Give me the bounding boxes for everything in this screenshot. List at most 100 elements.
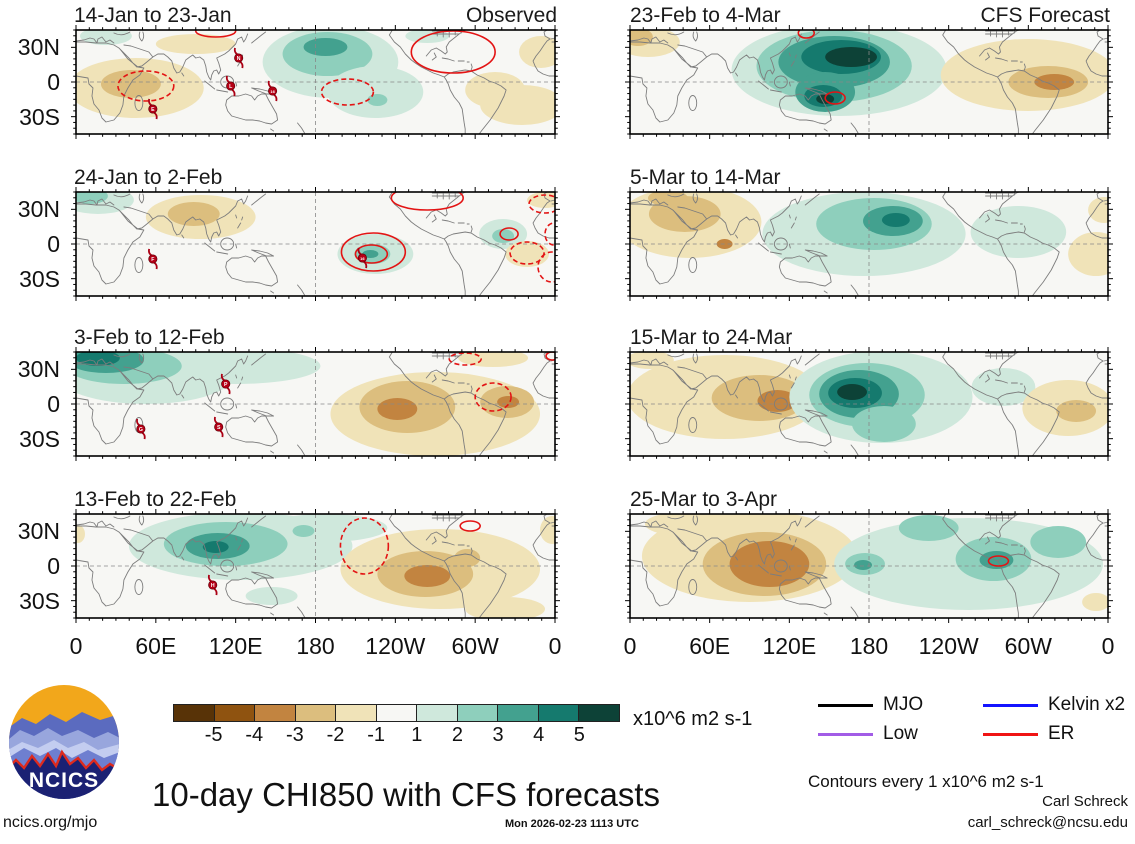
map-panel xyxy=(625,25,1113,139)
legend-item-mjo: MJO xyxy=(818,694,923,716)
storm-symbol: S xyxy=(213,416,224,438)
logo-ridge-line xyxy=(9,749,119,772)
anomaly-shading xyxy=(641,514,1108,611)
colorbar xyxy=(173,704,620,722)
logo-ridge-fill xyxy=(9,752,119,799)
x-axis-label: 180 xyxy=(849,633,889,659)
panel-date-range: 25-Mar to 3-Apr xyxy=(630,488,778,511)
contour-note: Contours every 1 x10^6 m2 s-1 xyxy=(808,772,1044,791)
anomaly-shading xyxy=(76,514,555,618)
storm-symbol: 16 xyxy=(357,247,368,269)
colorbar-segment xyxy=(538,705,580,721)
y-axis-label: 0 xyxy=(47,391,60,417)
low-line-swatch xyxy=(818,732,873,736)
coastlines xyxy=(629,513,1109,619)
map-panel xyxy=(625,509,1113,623)
panel-title-row-2: 3-Feb to 12-Feb xyxy=(74,325,557,351)
panel-title-row-4: 23-Feb to 4-Mar CFS Forecast xyxy=(630,3,1110,29)
panel-title-row-1: 24-Jan to 2-Feb xyxy=(74,165,557,191)
y-axis-label: 30N xyxy=(17,356,60,383)
storm-symbol: H xyxy=(207,574,218,596)
storm-symbol: P xyxy=(220,373,231,395)
map-svg: F 16 xyxy=(71,187,560,301)
svg-text:H: H xyxy=(211,583,215,589)
storm-symbol: N xyxy=(233,47,244,69)
x-axis-label: 60E xyxy=(689,633,731,659)
er-line-swatch xyxy=(983,732,1038,736)
panel-title-row-0: 14-Jan to 23-Jan Observed xyxy=(74,3,557,29)
svg-text:G: G xyxy=(139,427,143,433)
map-svg xyxy=(625,25,1113,139)
x-axis-label: 120W xyxy=(918,633,979,659)
y-axis-label: 30N xyxy=(17,196,60,223)
colorbar-segment xyxy=(457,705,499,721)
ncics-logo: NCICS xyxy=(9,685,119,799)
colorbar-segment xyxy=(336,705,377,721)
er-wave-contours xyxy=(339,517,481,575)
y-axis-label: 0 xyxy=(47,231,60,257)
legend-label: ER xyxy=(1048,723,1075,744)
x-axis-label: 0 xyxy=(623,633,637,659)
map-svg: H xyxy=(71,509,560,623)
y-axis-label: 0 xyxy=(47,69,60,95)
coastlines xyxy=(629,29,1109,135)
colorbar-segment xyxy=(214,705,256,721)
panel-title-row-6: 15-Mar to 24-Mar xyxy=(630,325,1110,351)
map-panel: P G S xyxy=(71,347,560,461)
colorbar-segment xyxy=(579,705,620,721)
panel-title-row-5: 5-Mar to 14-Mar xyxy=(630,165,1110,191)
panel-title-row-3: 13-Feb to 22-Feb xyxy=(74,487,557,513)
generation-timestamp: Mon 2026-02-23 1113 UTC xyxy=(505,818,639,830)
panel-title-row-7: 25-Mar to 3-Apr xyxy=(630,487,1110,513)
svg-text:S: S xyxy=(217,425,221,431)
y-axis-label: 30N xyxy=(17,34,60,61)
map-panel xyxy=(625,347,1113,461)
svg-text:L: L xyxy=(229,84,233,90)
kelvin-line-swatch xyxy=(983,703,1038,707)
map-svg xyxy=(625,509,1113,623)
x-axis-label: 120E xyxy=(208,633,263,659)
map-svg: P G S xyxy=(71,347,560,461)
svg-text:P: P xyxy=(224,382,228,388)
svg-text:F: F xyxy=(151,257,154,263)
y-axis-label: 30N xyxy=(17,518,60,545)
x-axis-label: 120E xyxy=(762,633,817,659)
storm-symbol: E xyxy=(148,98,158,120)
y-axis-label: 30S xyxy=(19,103,60,130)
x-axis-label: 180 xyxy=(296,633,335,659)
y-axis-label: 30S xyxy=(19,425,60,452)
storm-symbol: 16 xyxy=(267,80,278,102)
column-header-observed: Observed xyxy=(465,4,557,27)
colorbar-tick-label: -3 xyxy=(286,724,304,746)
coastlines xyxy=(75,513,556,619)
legend-label: MJO xyxy=(883,694,924,715)
colorbar-tick-label: 5 xyxy=(573,724,585,746)
legend-item-low: Low xyxy=(818,723,918,745)
mjo-line-swatch xyxy=(818,703,873,707)
panel-date-range: 5-Mar to 14-Mar xyxy=(630,166,781,189)
legend-item-kelvin: Kelvin x2 xyxy=(983,694,1125,716)
x-axis-label: 0 xyxy=(69,633,83,659)
legend-item-er: ER xyxy=(983,723,1074,745)
er-wave-contours xyxy=(340,192,555,283)
colorbar-tick-label: -2 xyxy=(326,724,345,746)
panel-date-range: 13-Feb to 22-Feb xyxy=(74,488,237,511)
panel-date-range: 3-Feb to 12-Feb xyxy=(74,326,225,349)
legend-label: Low xyxy=(883,723,918,744)
panel-date-range: 14-Jan to 23-Jan xyxy=(74,4,232,27)
map-svg: N L 16 E xyxy=(71,25,560,139)
map-svg xyxy=(625,187,1113,301)
anomaly-shading xyxy=(76,352,541,456)
storm-symbol: F xyxy=(148,248,158,270)
storm-symbol: G xyxy=(136,418,146,440)
map-panel xyxy=(625,187,1113,301)
author-name: Carl Schreck xyxy=(1042,793,1128,810)
colorbar-tick-label: -1 xyxy=(367,724,386,746)
colorbar-segment xyxy=(174,705,215,721)
colorbar-tick-label: 4 xyxy=(533,724,545,746)
anomaly-shading xyxy=(76,30,555,125)
panel-date-range: 15-Mar to 24-Mar xyxy=(630,326,793,349)
map-svg xyxy=(625,347,1113,461)
svg-text:N: N xyxy=(237,56,241,62)
